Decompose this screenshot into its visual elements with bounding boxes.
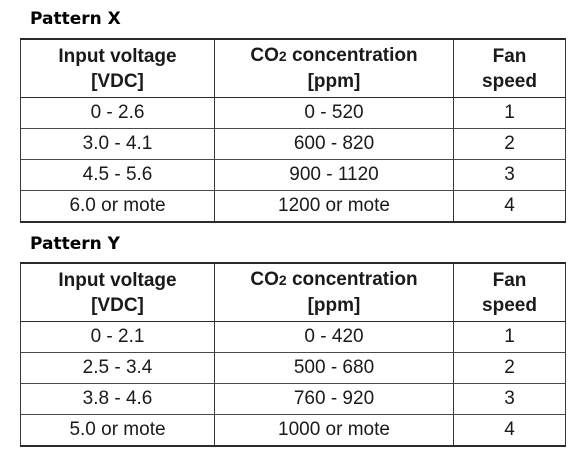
header-co2-suffix: concentration (286, 45, 418, 66)
header-co2-unit: [ppm] (307, 71, 361, 92)
header-co2-line1: CO2 concentration (215, 267, 453, 293)
fan-speed-cell: 4 (453, 190, 566, 223)
fan-speed-cell: 3 (453, 383, 566, 415)
table-row: 0 - 2.6 0 - 520 1 (20, 97, 566, 129)
voltage-cell: 0 - 2.1 (20, 321, 215, 353)
co2-cell: 0 - 520 (214, 97, 454, 129)
header-co2-unit: [ppm] (307, 295, 361, 316)
header-input-voltage: Input voltage [VDC] (20, 262, 215, 322)
table-row: 3.0 - 4.1 600 - 820 2 (20, 128, 566, 160)
table-row: 6.0 or mote 1200 or mote 4 (20, 190, 566, 223)
header-fan-speed: Fan speed (453, 262, 566, 322)
header-fan-speed: Fan speed (453, 38, 566, 98)
table-row: 0 - 2.1 0 - 420 1 (20, 321, 566, 353)
header-co2-prefix: CO (250, 269, 279, 290)
header-co2-suffix: concentration (286, 269, 418, 290)
voltage-cell: 5.0 or mote (20, 414, 215, 447)
voltage-cell: 0 - 2.6 (20, 97, 215, 129)
table-row: 2.5 - 3.4 500 - 680 2 (20, 352, 566, 384)
fan-speed-cell: 1 (453, 321, 566, 353)
fan-speed-cell: 2 (453, 128, 566, 160)
header-input-voltage-unit: [VDC] (91, 70, 144, 92)
pattern-y-table: Input voltage [VDC] CO2 concentration [p… (20, 262, 566, 447)
header-fan-line2: speed (482, 294, 537, 316)
header-row: Input voltage [VDC] CO2 concentration [p… (20, 38, 566, 98)
co2-cell: 900 - 1120 (214, 159, 454, 191)
header-input-voltage: Input voltage [VDC] (20, 38, 215, 98)
pattern-y-title: Pattern Y (30, 234, 120, 254)
voltage-cell: 4.5 - 5.6 (20, 159, 215, 191)
co2-cell: 0 - 420 (214, 321, 454, 353)
fan-speed-cell: 1 (453, 97, 566, 129)
header-co2-line1: CO2 concentration (215, 43, 453, 69)
header-fan-line1: Fan (492, 45, 527, 67)
co2-cell: 1200 or mote (214, 190, 454, 223)
header-co2-concentration: CO2 concentration [ppm] (214, 262, 454, 322)
header-co2-subscript: 2 (278, 48, 287, 64)
header-input-voltage-line1: Input voltage (58, 269, 177, 291)
co2-cell: 500 - 680 (214, 352, 454, 384)
header-co2-concentration: CO2 concentration [ppm] (214, 38, 454, 98)
co2-cell: 760 - 920 (214, 383, 454, 415)
voltage-cell: 3.0 - 4.1 (20, 128, 215, 160)
fan-speed-cell: 4 (453, 414, 566, 447)
header-fan-line1: Fan (492, 269, 527, 291)
header-row: Input voltage [VDC] CO2 concentration [p… (20, 262, 566, 322)
table-row: 5.0 or mote 1000 or mote 4 (20, 414, 566, 447)
table-row: 4.5 - 5.6 900 - 1120 3 (20, 159, 566, 191)
voltage-cell: 6.0 or mote (20, 190, 215, 223)
co2-cell: 1000 or mote (214, 414, 454, 447)
header-input-voltage-unit: [VDC] (91, 294, 144, 316)
header-co2-subscript: 2 (278, 272, 287, 288)
fan-speed-cell: 2 (453, 352, 566, 384)
pattern-x-table: Input voltage [VDC] CO2 concentration [p… (20, 38, 566, 223)
header-co2-prefix: CO (250, 45, 279, 66)
voltage-cell: 3.8 - 4.6 (20, 383, 215, 415)
pattern-x-title: Pattern X (30, 9, 121, 29)
voltage-cell: 2.5 - 3.4 (20, 352, 215, 384)
header-input-voltage-line1: Input voltage (58, 45, 177, 67)
fan-speed-cell: 3 (453, 159, 566, 191)
header-fan-line2: speed (482, 70, 537, 92)
table-row: 3.8 - 4.6 760 - 920 3 (20, 383, 566, 415)
co2-cell: 600 - 820 (214, 128, 454, 160)
